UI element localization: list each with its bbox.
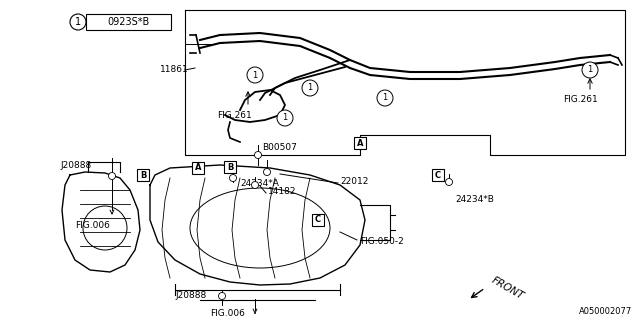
Bar [432,169,444,181]
Text: B: B [140,171,146,180]
Text: 1: 1 [382,93,388,102]
Text: B: B [227,163,233,172]
Circle shape [109,172,115,180]
Text: J20888: J20888 [175,292,206,300]
Text: FIG.006: FIG.006 [211,308,245,317]
Text: 1: 1 [282,114,287,123]
Circle shape [218,292,225,300]
Text: 1: 1 [75,17,81,27]
Text: FIG.261: FIG.261 [218,110,252,119]
Text: 22012: 22012 [340,178,369,187]
Text: 1: 1 [252,70,258,79]
Circle shape [582,62,598,78]
Bar [86,14,171,30]
Circle shape [255,151,262,158]
Text: 1: 1 [307,84,312,92]
Text: 24234*B: 24234*B [455,196,494,204]
Text: C: C [435,171,441,180]
Text: 11861: 11861 [160,66,189,75]
Text: 1: 1 [588,66,593,75]
Text: FIG.006: FIG.006 [75,220,110,229]
Text: FRONT: FRONT [490,275,525,301]
Text: FIG.261: FIG.261 [563,95,597,105]
Text: C: C [315,215,321,225]
Text: 24234*A: 24234*A [240,179,279,188]
Bar [192,162,204,174]
Circle shape [230,174,237,181]
Text: A: A [356,139,364,148]
Text: B00507: B00507 [262,143,297,153]
Text: 14182: 14182 [268,188,296,196]
Circle shape [302,80,318,96]
Circle shape [377,90,393,106]
Text: A050002077: A050002077 [579,307,632,316]
Circle shape [247,67,263,83]
Circle shape [252,181,259,188]
Text: A: A [195,164,201,172]
Circle shape [445,179,452,186]
Bar [354,137,366,149]
Circle shape [70,14,86,30]
Text: J20888: J20888 [60,161,92,170]
Circle shape [264,169,271,175]
Bar [224,161,236,173]
Text: 0923S*B: 0923S*B [107,17,149,27]
Circle shape [277,110,293,126]
Bar [137,169,149,181]
Text: FIG.050-2: FIG.050-2 [360,237,404,246]
Bar [312,214,324,226]
